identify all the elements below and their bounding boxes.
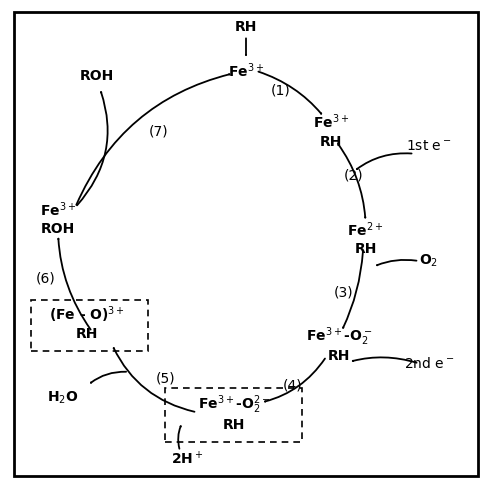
- Text: Fe$^{2+}$: Fe$^{2+}$: [347, 220, 384, 239]
- Text: H$_2$O: H$_2$O: [47, 389, 79, 406]
- Text: Fe$^{3+}$: Fe$^{3+}$: [228, 61, 264, 80]
- Text: Fe$^{3+}$-O$_2^{2-}$: Fe$^{3+}$-O$_2^{2-}$: [198, 394, 270, 416]
- Text: Fe$^{3+}$-O$_2^-$: Fe$^{3+}$-O$_2^-$: [306, 325, 372, 348]
- Text: (2): (2): [343, 169, 363, 183]
- Text: (4): (4): [282, 379, 302, 392]
- Text: (5): (5): [155, 371, 175, 385]
- Text: (6): (6): [36, 271, 56, 285]
- Text: O$_2$: O$_2$: [419, 253, 438, 269]
- Text: (Fe - O)$^{3+}$: (Fe - O)$^{3+}$: [49, 305, 125, 325]
- Text: RH: RH: [76, 327, 98, 341]
- Text: Fe$^{3+}$: Fe$^{3+}$: [313, 113, 349, 131]
- FancyBboxPatch shape: [31, 300, 149, 351]
- Text: RH: RH: [235, 20, 257, 34]
- Text: 2H$^+$: 2H$^+$: [171, 450, 204, 468]
- Text: 2nd e$^-$: 2nd e$^-$: [404, 356, 454, 371]
- Text: RH: RH: [354, 242, 377, 256]
- Text: ROH: ROH: [41, 223, 75, 236]
- Text: (7): (7): [149, 125, 168, 139]
- Text: RH: RH: [328, 349, 350, 363]
- Text: (1): (1): [270, 83, 290, 97]
- Text: RH: RH: [222, 418, 245, 431]
- Text: RH: RH: [320, 135, 342, 148]
- Text: ROH: ROH: [80, 69, 114, 82]
- Text: Fe$^{3+}$: Fe$^{3+}$: [40, 201, 76, 219]
- Text: (3): (3): [334, 286, 353, 300]
- FancyBboxPatch shape: [165, 388, 302, 442]
- Text: 1st e$^-$: 1st e$^-$: [406, 140, 452, 153]
